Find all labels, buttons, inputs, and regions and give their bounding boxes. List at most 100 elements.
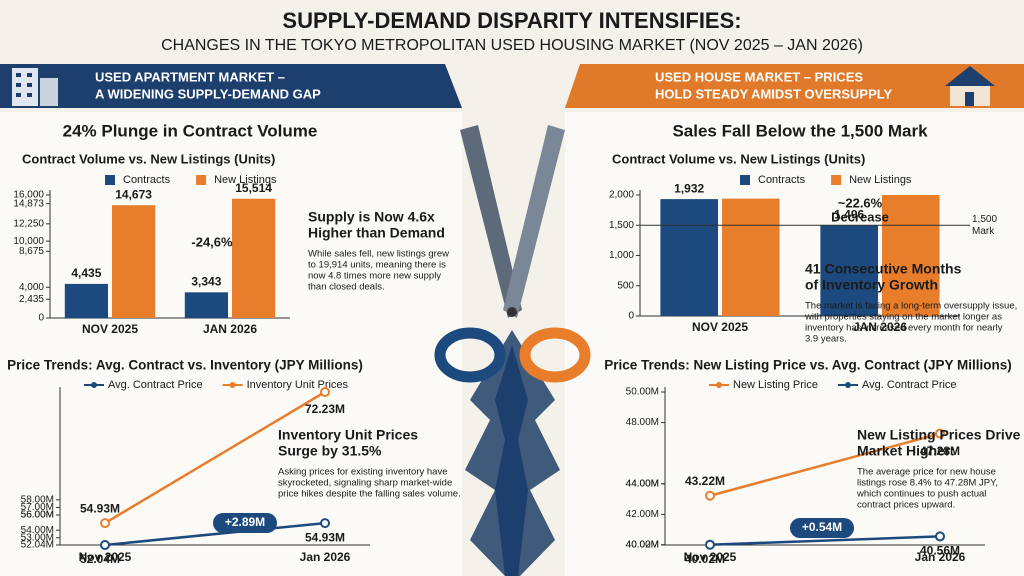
y-tick-label: 2,000	[609, 190, 634, 201]
value-label: 40.56M	[920, 544, 960, 558]
reference-label: Mark	[972, 226, 995, 237]
annotation-body: to 19,914 units, meaning there is	[308, 260, 446, 271]
annotation-headline: New Listing Prices Drive	[857, 427, 1021, 443]
change-label: -24,6%	[191, 234, 233, 249]
annotation-headline: Higher than Demand	[308, 225, 445, 241]
y-tick-label: 40.00M	[626, 540, 659, 551]
annotation-body: than closed deals.	[308, 282, 385, 293]
legend-dot	[844, 382, 851, 388]
annotation-body: now 4.8 times more new supply	[308, 271, 441, 282]
y-tick-label: 16,000	[13, 190, 44, 201]
bar	[820, 225, 878, 316]
legend-label: New Listings	[214, 174, 277, 186]
y-tick-label: 42.00M	[626, 509, 659, 520]
annotation-body: inventory has increased every month for …	[805, 323, 1003, 334]
y-tick-label: 2,435	[19, 294, 44, 305]
y-tick-label: 44.00M	[626, 478, 659, 489]
line-point	[935, 531, 945, 542]
annotation-headline: of Inventory Growth	[805, 277, 938, 293]
chart-title: Sales Fall Below the 1,500 Mark	[672, 121, 928, 140]
legend-dot	[716, 382, 722, 388]
y-tick-label: 56.00M	[21, 510, 54, 521]
left-banner	[0, 64, 462, 108]
annotation-headline: 41 Consecutive Months	[805, 261, 962, 277]
annotation-body: with properties staying on the market lo…	[804, 312, 1002, 323]
annotation-body: 3.9 years.	[805, 334, 847, 345]
banner-text: A WIDENING SUPPLY-DEMAND GAP	[95, 86, 321, 101]
y-tick-label: 53.00M	[21, 532, 54, 543]
line-series	[709, 432, 941, 497]
legend-label: Inventory Unit Prices	[247, 379, 349, 391]
annotation-body: While sales fell, new listings grew	[308, 249, 449, 260]
legend-label: Avg. Contract Price	[108, 379, 203, 391]
x-tick-label: Nov 2025	[79, 550, 132, 564]
value-label: 1,932	[674, 181, 704, 195]
value-label: 15,514	[235, 181, 272, 195]
y-tick-label: 57.00M	[21, 502, 54, 513]
banner-text: USED HOUSE MARKET – PRICES	[655, 69, 863, 84]
line-series	[709, 535, 941, 546]
y-tick-label: 1,500	[609, 220, 634, 231]
legend-label: New Listing Price	[733, 379, 818, 391]
y-tick-label: 58.00M	[21, 494, 54, 505]
y-tick-label: 10,000	[13, 236, 44, 247]
bar	[882, 195, 940, 316]
y-tick-label: 14,873	[13, 198, 44, 209]
annotation-body: The average price for new house	[857, 467, 996, 478]
chart-title: Price Trends: New Listing Price vs. Avg.…	[604, 358, 1012, 373]
annotation-headline: Inventory Unit Prices	[278, 427, 418, 443]
left-panel	[0, 112, 462, 576]
value-label: 4,435	[71, 266, 101, 280]
value-label: 52.04M	[80, 552, 120, 566]
scissors-illustration	[434, 125, 591, 576]
house-icon	[945, 66, 995, 106]
line-point	[320, 518, 330, 529]
x-tick-label: Jan 2026	[915, 550, 966, 564]
annotation-body: which continues to push actual	[856, 489, 986, 500]
line-point	[705, 539, 715, 550]
annotation-headline: Market Higher:	[857, 443, 955, 459]
line-series	[104, 390, 326, 525]
annotation-body: listings rose 8.4% to 47.28M JPY,	[857, 478, 998, 489]
change-pill	[213, 513, 277, 533]
change-pill	[790, 518, 854, 538]
line-point	[100, 518, 110, 529]
line-point	[100, 540, 110, 550]
legend-swatch	[831, 175, 842, 185]
y-tick-label: 0	[38, 313, 44, 324]
right-panel	[565, 112, 1024, 576]
reference-label: 1,500	[972, 214, 997, 225]
value-label: 54.93M	[80, 501, 120, 515]
bar	[184, 292, 228, 318]
x-tick-label: Jan 2026	[300, 550, 351, 564]
chart-title: Price Trends: Avg. Contract vs. Inventor…	[7, 358, 363, 373]
change-label: +0.54M	[802, 520, 842, 534]
bar	[722, 198, 780, 316]
change-label: ~22.6%	[838, 195, 883, 210]
y-tick-label: 12,250	[13, 218, 44, 229]
legend-swatch	[740, 175, 750, 185]
legend-label: Avg. Contract Price	[862, 379, 957, 391]
y-tick-label: 40.02M	[626, 539, 659, 550]
y-tick-label: 1,000	[609, 250, 634, 261]
annotation-body: The market is facing a long-term oversup…	[805, 301, 1017, 312]
line-series	[104, 521, 326, 547]
y-tick-label: 500	[617, 280, 634, 291]
change-label: Decrease	[831, 209, 889, 224]
legend-label: Contracts	[123, 174, 171, 186]
y-tick-label: 50.00M	[626, 387, 659, 398]
bar	[660, 199, 718, 316]
chart-subtitle: Contract Volume vs. New Listings (Units)	[612, 151, 865, 166]
y-tick-label: 0	[628, 311, 634, 322]
main-subtitle: CHANGES IN THE TOKYO METROPOLITAN USED H…	[161, 37, 863, 54]
bar	[64, 283, 108, 318]
legend-label: New Listings	[849, 174, 912, 186]
right-banner	[565, 64, 1024, 108]
annotation-body: contract prices upward.	[857, 500, 955, 511]
legend-swatch	[105, 175, 115, 185]
annotation-headline: Surge by 31.5%	[278, 443, 382, 459]
value-label: 14,673	[115, 187, 152, 201]
main-title: SUPPLY-DEMAND DISPARITY INTENSIFIES:	[282, 8, 741, 33]
y-tick-label: 44.00M	[626, 478, 659, 489]
